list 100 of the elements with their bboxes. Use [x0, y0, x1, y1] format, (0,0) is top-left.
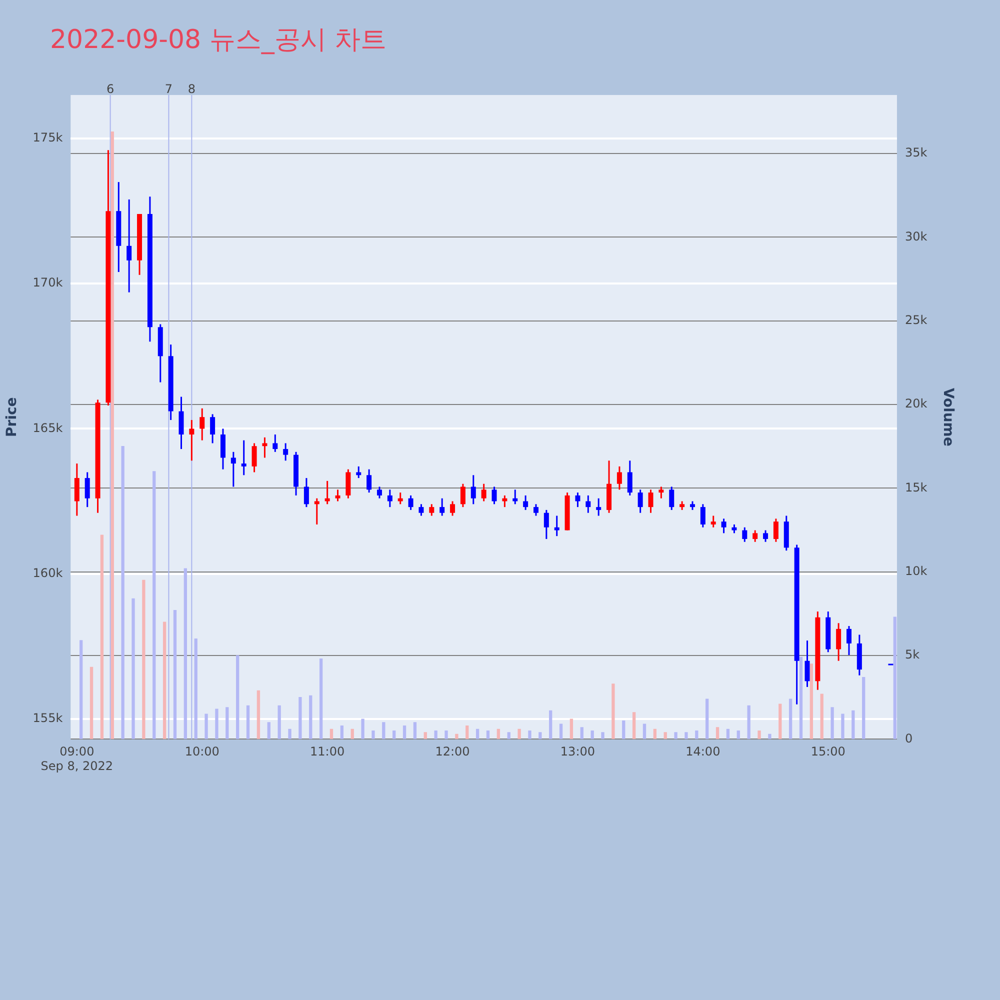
- y2-tick-label: 0: [904, 731, 913, 746]
- bar: [538, 732, 542, 740]
- bar: [580, 727, 584, 740]
- bar: [455, 734, 458, 740]
- y2-axis-title: Volume: [940, 388, 956, 446]
- bar: [132, 598, 135, 740]
- bar: [486, 730, 490, 740]
- bar: [799, 656, 803, 740]
- bar: [466, 725, 469, 740]
- x-tick-label: 09:00 Sep 8, 2022: [40, 744, 114, 773]
- candlestick: [178, 396, 184, 450]
- bar: [778, 704, 782, 740]
- bar: [788, 698, 792, 740]
- ref-line-label: 7: [164, 82, 173, 96]
- bar: [340, 725, 344, 740]
- bar: [319, 658, 323, 740]
- bar: [642, 724, 646, 740]
- candlestick: [752, 530, 758, 543]
- x-tick-label: 14:00: [686, 744, 720, 759]
- bar: [518, 728, 521, 740]
- candlestick: [627, 460, 632, 496]
- candlestick: [398, 492, 403, 505]
- candlestick: [554, 515, 560, 537]
- candlestick: [669, 486, 674, 511]
- bar: [768, 734, 772, 740]
- y2-tick-label: 15k: [904, 480, 928, 494]
- bar: [162, 622, 166, 740]
- candlestick: [460, 483, 466, 508]
- bar: [142, 580, 146, 740]
- candlestick: [418, 503, 424, 517]
- y2-tick-label: 10k: [904, 564, 928, 578]
- bar: [590, 730, 594, 740]
- candlestick: [252, 442, 257, 473]
- bar: [298, 697, 302, 740]
- bar: [236, 655, 240, 740]
- candlestick: [523, 494, 528, 511]
- bar: [726, 728, 730, 740]
- bar: [674, 732, 678, 740]
- x-tick-label: 13:00: [560, 744, 596, 759]
- bar: [476, 728, 480, 740]
- candlestick: [721, 518, 726, 534]
- bar: [413, 722, 417, 740]
- bar: [612, 684, 615, 740]
- candlestick: [638, 488, 643, 514]
- x-tick-label: 12:00: [435, 744, 470, 759]
- candlestick: [408, 494, 414, 511]
- candlestick: [710, 515, 716, 528]
- candlestick: [763, 530, 768, 543]
- candlestick: [700, 503, 706, 528]
- candlestick: [324, 480, 330, 505]
- bar: [226, 707, 229, 740]
- bar: [278, 705, 281, 740]
- bar: [434, 730, 438, 740]
- bar: [758, 730, 761, 740]
- x-tick-label: 11:00: [310, 744, 345, 759]
- candlestick: [596, 498, 602, 517]
- bar: [736, 730, 740, 740]
- bar: [382, 722, 386, 740]
- bar: [246, 705, 250, 740]
- candlestick: [283, 442, 288, 462]
- bar: [309, 695, 312, 740]
- candlestick: [74, 462, 80, 517]
- bar: [80, 640, 83, 740]
- candlestick: [492, 486, 497, 505]
- y-tick-label: 175k: [32, 130, 63, 145]
- bar: [559, 724, 563, 740]
- candlestick: [387, 488, 392, 508]
- bar: [184, 568, 187, 740]
- bar: [350, 728, 354, 740]
- bar: [90, 666, 94, 740]
- ref-line-label: 8: [188, 82, 196, 96]
- candlestick: [189, 419, 194, 462]
- candlestick: [376, 486, 382, 500]
- candlestick: [429, 503, 434, 517]
- y-tick-label: 165k: [32, 420, 63, 435]
- candlestick: [773, 518, 778, 543]
- bar: [256, 690, 260, 740]
- candlestick: [335, 488, 340, 502]
- candlestick: [241, 440, 246, 476]
- bar: [100, 534, 104, 740]
- bar: [267, 722, 270, 740]
- candlestick: [304, 477, 309, 508]
- bar: [330, 728, 334, 740]
- candlestick: [356, 466, 362, 479]
- bar: [810, 664, 814, 740]
- candlestick: [586, 494, 591, 514]
- y2-tick-label: 35k: [904, 146, 928, 160]
- bar: [706, 698, 709, 740]
- bar: [830, 707, 834, 740]
- ref-line-label: 6: [106, 82, 114, 96]
- candlestick: [742, 526, 748, 543]
- candlestick: [450, 500, 456, 517]
- candlestick: [262, 436, 268, 458]
- candlestick: [575, 492, 580, 508]
- bar: [841, 714, 844, 740]
- bar: [684, 732, 688, 740]
- bar: [121, 446, 124, 740]
- y2-tick-label: 30k: [904, 229, 928, 244]
- bar: [372, 730, 375, 740]
- bar: [204, 714, 208, 740]
